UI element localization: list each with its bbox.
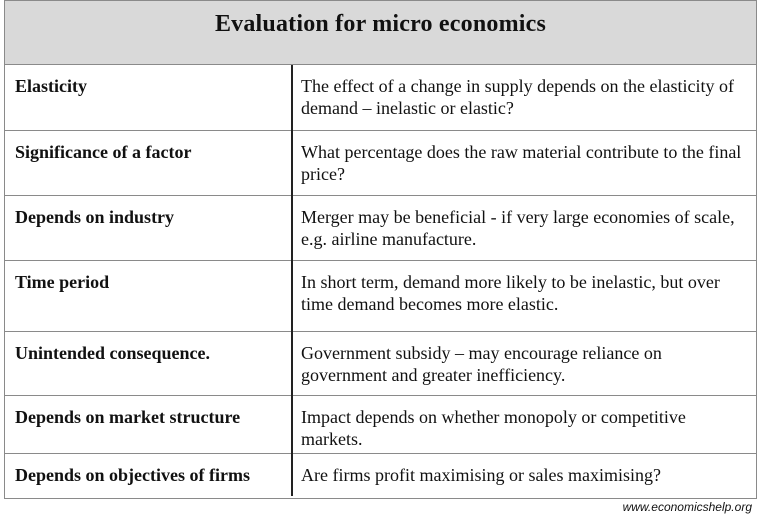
description-cell: What percentage does the raw material co… <box>301 142 742 184</box>
table-row: Depends on objectives of firms Are firms… <box>5 454 756 496</box>
factor-cell: Elasticity <box>15 76 87 96</box>
table-title: Evaluation for micro economics <box>214 11 547 37</box>
table-row: Significance of a factor What percentage… <box>5 131 756 196</box>
table-body: Elasticity The effect of a change in sup… <box>5 65 756 496</box>
table-row: Time period In short term, demand more l… <box>5 261 756 332</box>
factor-cell: Depends on market structure <box>15 407 241 427</box>
description-cell: In short term, demand more likely to be … <box>301 272 720 314</box>
description-cell: Merger may be beneficial - if very large… <box>301 207 735 249</box>
table-row: Depends on market structure Impact depen… <box>5 396 756 454</box>
table-row: Elasticity The effect of a change in sup… <box>5 65 756 131</box>
factor-cell: Depends on industry <box>15 207 175 227</box>
column-divider <box>291 65 293 496</box>
description-cell: Government subsidy – may encourage relia… <box>301 343 662 385</box>
description-cell: The effect of a change in supply depends… <box>301 76 735 118</box>
source-url: www.economicshelp.org <box>622 500 752 514</box>
table-header: Evaluation for micro economics <box>5 1 756 65</box>
description-cell: Are firms profit maximising or sales max… <box>301 465 661 485</box>
factor-cell: Depends on objectives of firms <box>15 465 250 485</box>
factor-cell: Unintended consequence. <box>15 343 211 363</box>
description-cell: Impact depends on whether monopoly or co… <box>301 407 686 449</box>
evaluation-table: Evaluation for micro economics Elasticit… <box>4 0 757 499</box>
factor-cell: Time period <box>15 272 110 292</box>
factor-cell: Significance of a factor <box>15 142 192 162</box>
table-row: Unintended consequence. Government subsi… <box>5 332 756 396</box>
table-row: Depends on industry Merger may be benefi… <box>5 196 756 261</box>
